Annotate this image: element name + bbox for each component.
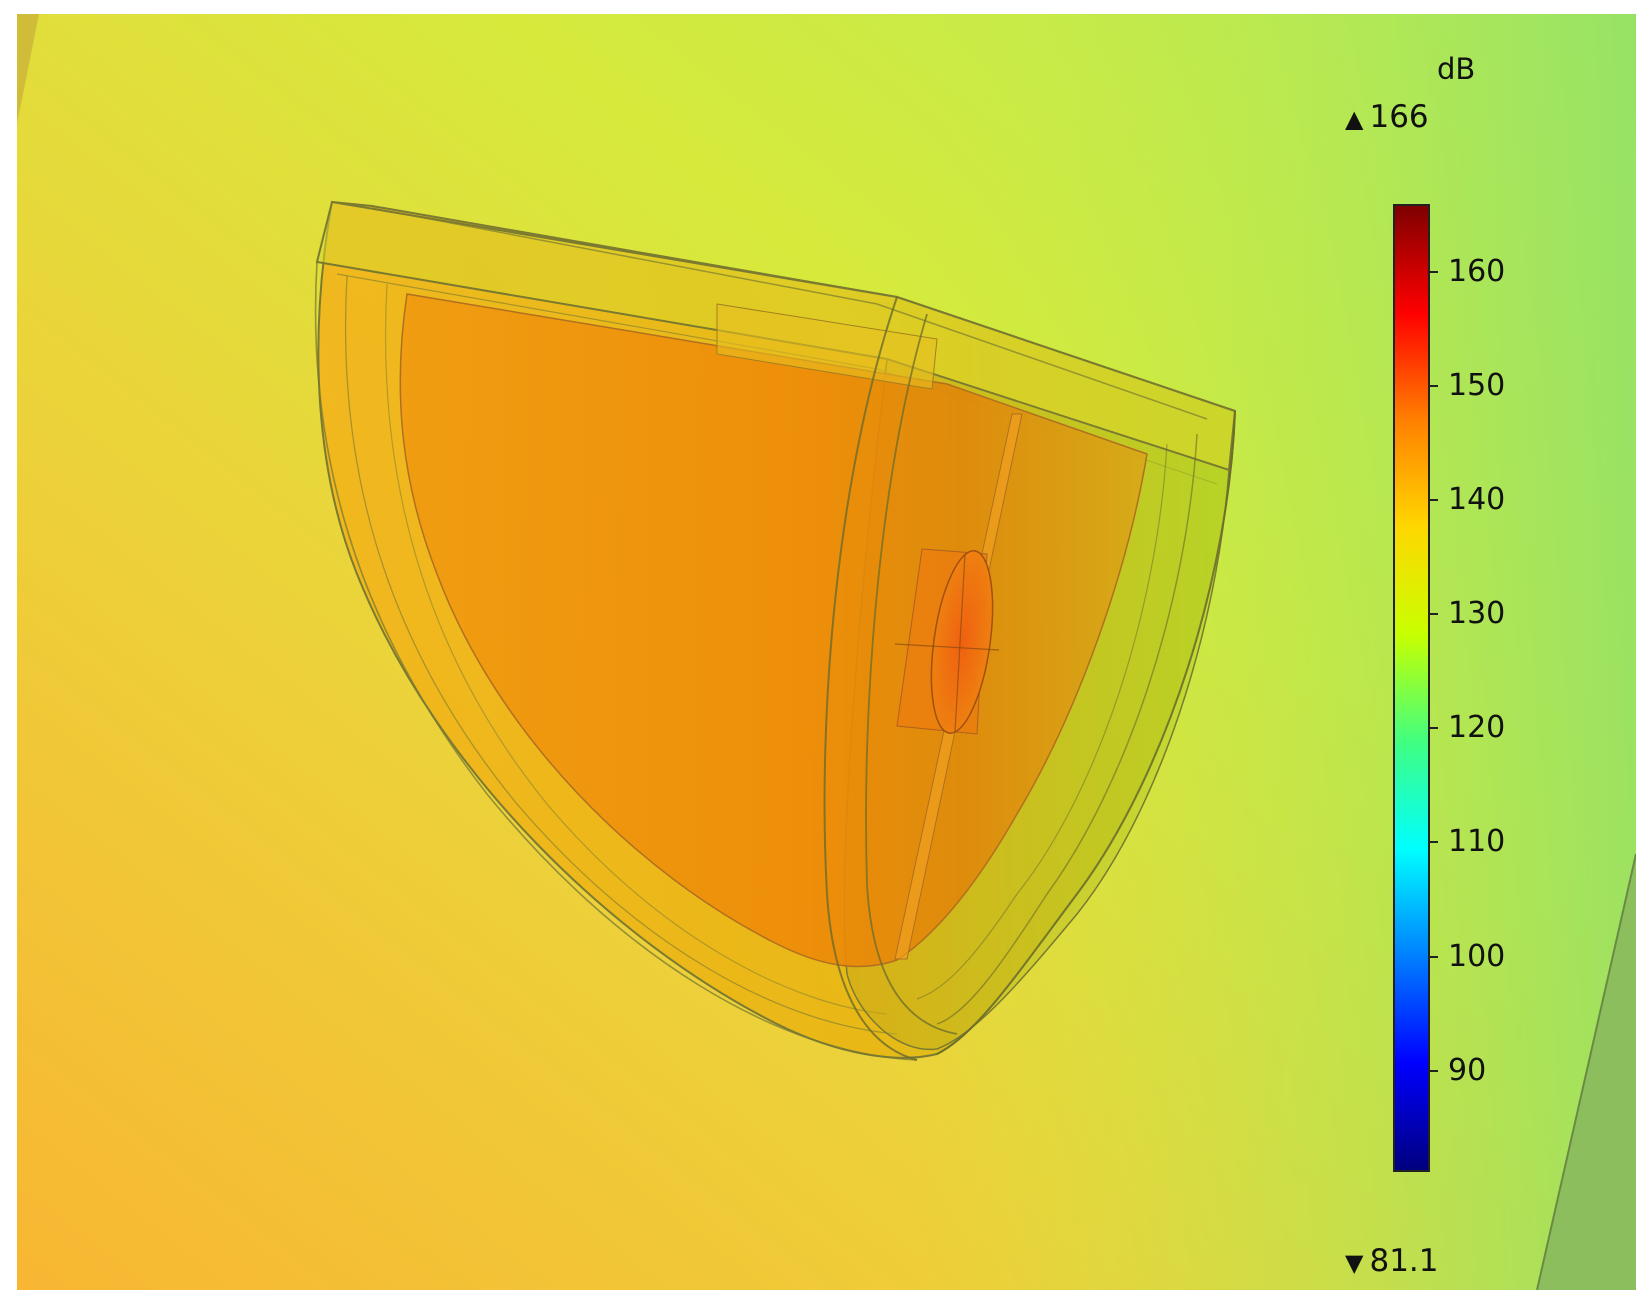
- colorbar-tick: [1428, 271, 1438, 274]
- colorbar-tick-label: 110: [1448, 824, 1506, 860]
- colorbar-unit: dB: [1437, 52, 1476, 86]
- colorbar-max-label: ▲ 166: [1345, 102, 1429, 133]
- colorbar-max-value: 166: [1369, 99, 1429, 135]
- source-disc-crossline-v: [954, 553, 966, 733]
- colorbar: [1393, 204, 1430, 1172]
- colorbar-tick-label: 130: [1448, 596, 1506, 632]
- source-disc: [930, 550, 994, 734]
- right-boundary-edge: [1536, 853, 1636, 1290]
- outer-shell-contour-1: [314, 261, 918, 1061]
- triangle-up-icon: ▲: [1345, 105, 1364, 133]
- acoustic-field-render: [17, 14, 1636, 1290]
- triangle-down-icon: ▼: [1345, 1249, 1364, 1277]
- colorbar-tick: [1428, 841, 1438, 844]
- colorbar-tick: [1428, 727, 1438, 730]
- inner-body: [399, 293, 1148, 968]
- colorbar-tick-label: 140: [1448, 482, 1506, 518]
- front-rim-mid: [865, 313, 958, 1035]
- outer-shell-contour-3: [384, 283, 888, 1015]
- colorbar-min-value: 81.1: [1369, 1243, 1439, 1279]
- sound-pressure-plot-viewport[interactable]: dB ▲ 166 ▼ 81.1 90 100 110 120 130 140 150 160: [17, 14, 1636, 1290]
- colorbar-tick: [1428, 499, 1438, 502]
- colorbar-tick-label: 160: [1448, 254, 1506, 290]
- colorbar-tick: [1428, 955, 1438, 958]
- colorbar-tick-label: 100: [1448, 938, 1506, 974]
- colorbar-min-label: ▼ 81.1: [1345, 1246, 1439, 1277]
- front-rim-inner-2: [936, 433, 1198, 1025]
- front-rim-inner: [936, 410, 1236, 1055]
- colorbar-tick-label: 150: [1448, 368, 1506, 404]
- colorbar-tick-label: 120: [1448, 710, 1506, 746]
- front-rim-outer: [823, 296, 918, 1061]
- colorbar-tick-label: 90: [1448, 1052, 1487, 1088]
- top-rim-inner-line: [371, 207, 1208, 420]
- front-rim-inner-3: [916, 443, 1168, 1000]
- colorbar-tick: [1428, 1069, 1438, 1072]
- colorbar-tick: [1428, 385, 1438, 388]
- source-disc-crossline-h: [894, 643, 1000, 651]
- outer-shell-contour-2: [344, 275, 898, 1035]
- left-boundary-sliver: [17, 14, 39, 124]
- inner-top-plate: [716, 303, 938, 390]
- colorbar-tick: [1428, 613, 1438, 616]
